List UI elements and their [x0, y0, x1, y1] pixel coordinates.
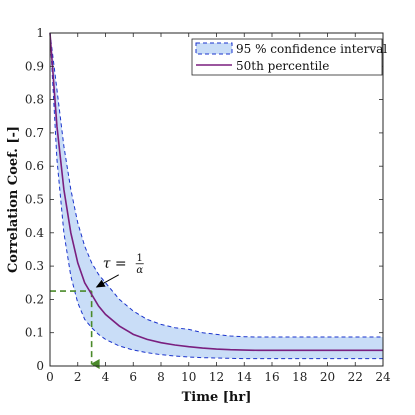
confidence-band-fill: [50, 33, 383, 359]
y-tick-label: 0.9: [25, 59, 44, 73]
confidence-band-layer: [49, 32, 383, 360]
y-tick-label: 1: [36, 26, 44, 40]
y-tick-label: 0.8: [25, 93, 44, 107]
x-tick-label: 2: [74, 370, 82, 384]
x-tick-label: 22: [348, 370, 363, 384]
x-tick-label: 16: [264, 370, 279, 384]
confidence-band-upper: [49, 32, 383, 338]
x-tick-label: 12: [209, 370, 224, 384]
x-tick-label: 10: [181, 370, 196, 384]
y-tick-label: 0.6: [25, 159, 44, 173]
x-axis-ticks: 0 2 4 6 8 10 12 14 16 18 20 22 24: [46, 33, 391, 384]
y-tick-label: 0: [36, 359, 44, 373]
y-tick-label: 0.3: [25, 259, 44, 273]
x-tick-label: 8: [157, 370, 165, 384]
x-tick-label: 6: [129, 370, 137, 384]
legend: 95 % confidence interval 50th percentile: [191, 38, 387, 76]
x-tick-label: 20: [320, 370, 335, 384]
series-line-0: [49, 32, 383, 352]
y-tick-label: 0.1: [25, 326, 44, 340]
y-axis-ticks: 0 0.1 0.2 0.3 0.4 0.5 0.6 0.7 0.8 0.9 1: [25, 26, 383, 373]
series-layer: [49, 32, 383, 352]
x-axis-label: Time [hr]: [182, 390, 252, 405]
x-tick-label: 14: [237, 370, 253, 384]
y-tick-label: 0.4: [25, 226, 44, 240]
tau-fraction-numerator: 1: [137, 253, 143, 264]
y-tick-label: 0.7: [25, 126, 44, 140]
tau-annotation: τ = 1 α: [95, 253, 144, 288]
tau-arrow: [95, 274, 119, 288]
legend-band-swatch: [195, 42, 233, 55]
y-axis-label: Correlation Coef. [-]: [6, 126, 21, 273]
tau-equation-lhs: τ =: [103, 256, 127, 272]
legend-band-label: 95 % confidence interval: [236, 42, 387, 56]
tau-fraction-denominator: α: [136, 265, 143, 276]
x-tick-label: 18: [292, 370, 307, 384]
legend-series-label: 50th percentile: [236, 59, 329, 73]
y-tick-label: 0.5: [25, 193, 44, 207]
x-tick-label: 24: [375, 370, 391, 384]
x-tick-label: 0: [46, 370, 54, 384]
tau-guide-layer: [50, 290, 100, 369]
x-tick-label: 4: [102, 370, 110, 384]
y-tick-label: 0.2: [25, 292, 44, 306]
